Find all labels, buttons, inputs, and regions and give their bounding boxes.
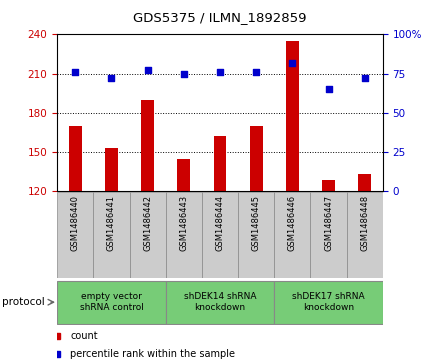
Bar	[347, 192, 383, 278]
Bar	[359, 174, 371, 191]
Text: GSM1486441: GSM1486441	[107, 195, 116, 251]
Bar	[250, 126, 263, 191]
Bar	[57, 281, 166, 323]
Text: percentile rank within the sample: percentile rank within the sample	[70, 348, 235, 359]
Point	[72, 69, 79, 75]
Text: GSM1486440: GSM1486440	[71, 195, 80, 251]
Bar	[57, 192, 93, 278]
Bar	[238, 192, 274, 278]
Bar	[286, 41, 299, 191]
Bar	[214, 136, 226, 191]
Text: GSM1486447: GSM1486447	[324, 195, 333, 251]
Bar	[274, 192, 311, 278]
Bar	[129, 192, 166, 278]
Text: protocol: protocol	[2, 297, 45, 307]
Text: empty vector
shRNA control: empty vector shRNA control	[80, 293, 143, 312]
Bar	[105, 148, 118, 191]
Text: GSM1486444: GSM1486444	[216, 195, 224, 251]
Text: shDEK14 shRNA
knockdown: shDEK14 shRNA knockdown	[184, 293, 256, 312]
Point	[361, 75, 368, 81]
Bar	[274, 281, 383, 323]
Bar	[177, 159, 190, 191]
Bar	[322, 180, 335, 191]
Text: GSM1486445: GSM1486445	[252, 195, 260, 251]
Point	[325, 86, 332, 92]
Text: GSM1486446: GSM1486446	[288, 195, 297, 251]
Text: GSM1486448: GSM1486448	[360, 195, 369, 251]
Text: GSM1486443: GSM1486443	[180, 195, 188, 251]
Point	[144, 68, 151, 73]
Bar	[311, 192, 347, 278]
Point	[216, 69, 224, 75]
Text: shDEK17 shRNA
knockdown: shDEK17 shRNA knockdown	[292, 293, 365, 312]
Text: GSM1486442: GSM1486442	[143, 195, 152, 251]
Bar	[202, 192, 238, 278]
Point	[289, 60, 296, 65]
Point	[108, 75, 115, 81]
Bar	[166, 192, 202, 278]
Text: GDS5375 / ILMN_1892859: GDS5375 / ILMN_1892859	[133, 11, 307, 24]
Bar	[166, 281, 274, 323]
Point	[253, 69, 260, 75]
Bar	[141, 99, 154, 191]
Bar	[69, 126, 82, 191]
Point	[180, 70, 187, 77]
Bar	[93, 192, 129, 278]
Text: count: count	[70, 331, 98, 341]
